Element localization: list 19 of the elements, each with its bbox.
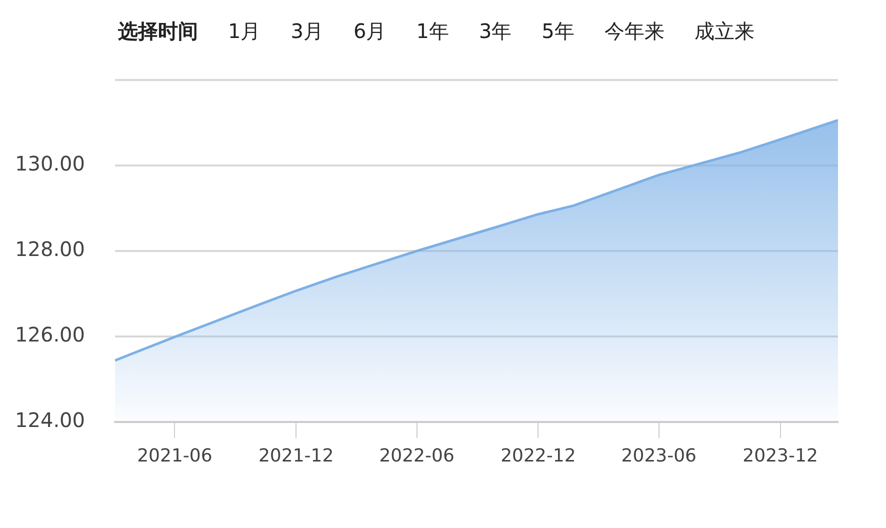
- y-tick-label: 126.00: [15, 322, 85, 347]
- x-tick-label: 2022-06: [379, 445, 454, 466]
- x-tick-label: 2023-06: [621, 445, 697, 466]
- y-tick-label: 124.00: [15, 408, 85, 432]
- y-tick-label: 128.00: [15, 237, 85, 262]
- text: 3月: [290, 18, 324, 45]
- text: 选择时间: [117, 18, 199, 45]
- x-tick-label: 2021-06: [137, 445, 212, 466]
- text: 1年: [415, 18, 450, 45]
- x-tick-label: 2021-12: [258, 445, 334, 466]
- text: 成立来: [693, 18, 756, 45]
- text: 6月: [352, 18, 388, 45]
- text: 今年来: [603, 18, 666, 45]
- text: 1月: [227, 18, 262, 45]
- y-tick-label: 130.00: [15, 152, 85, 176]
- text: 3年: [478, 18, 513, 45]
- x-tick-label: 2022-12: [500, 445, 576, 466]
- text: 5年: [540, 18, 576, 45]
- x-tick-label: 2023-12: [742, 445, 818, 466]
